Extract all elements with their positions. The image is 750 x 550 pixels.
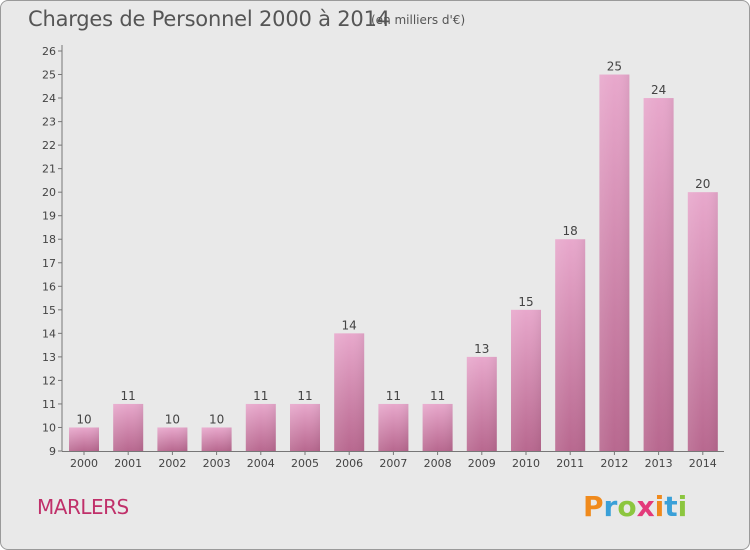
y-tick-label-13: 13 <box>42 351 56 364</box>
y-tick-label-23: 23 <box>42 116 56 129</box>
y-tick-label-25: 25 <box>42 69 56 82</box>
bar-sheen-2009 <box>466 356 497 451</box>
y-tick-label-22: 22 <box>42 139 56 152</box>
bar-value-2009: 13 <box>474 342 489 356</box>
y-tick-label-15: 15 <box>42 304 56 317</box>
bar-value-2014: 20 <box>695 177 710 191</box>
x-tick-label-2007: 2007 <box>379 457 407 470</box>
x-tick-label-2001: 2001 <box>114 457 142 470</box>
bar-sheen-2010 <box>511 309 541 451</box>
bar-sheen-2005 <box>290 403 320 451</box>
y-tick-label-17: 17 <box>42 257 56 270</box>
y-tick-label-12: 12 <box>42 374 56 387</box>
x-tick-label-2002: 2002 <box>158 457 186 470</box>
bar-value-2011: 18 <box>563 224 578 238</box>
x-tick-label-2010: 2010 <box>512 457 540 470</box>
x-tick-label-2009: 2009 <box>468 457 496 470</box>
y-tick-label-11: 11 <box>42 398 56 411</box>
bar-sheen-2004 <box>245 403 276 451</box>
bar-value-2006: 14 <box>342 318 357 332</box>
y-tick-label-16: 16 <box>42 280 56 293</box>
chart-title: Charges de Personnel 2000 à 2014 <box>28 7 390 31</box>
bar-value-2002: 10 <box>165 412 180 426</box>
bar-value-2007: 11 <box>386 389 401 403</box>
bar-sheen-2011 <box>555 239 586 451</box>
x-tick-label-2008: 2008 <box>424 457 452 470</box>
bar-value-2010: 15 <box>518 295 533 309</box>
y-tick-label-24: 24 <box>42 92 56 105</box>
commune-name: MARLERS <box>37 495 129 519</box>
x-tick-label-2011: 2011 <box>556 457 584 470</box>
x-tick-label-2003: 2003 <box>203 457 231 470</box>
x-tick-label-2000: 2000 <box>70 457 98 470</box>
bar-value-2004: 11 <box>253 389 268 403</box>
y-tick-label-26: 26 <box>42 45 56 58</box>
bar-sheen-2001 <box>113 403 144 451</box>
bar-value-2012: 25 <box>607 60 622 74</box>
y-tick-label-18: 18 <box>42 233 56 246</box>
bar-sheen-2013 <box>643 98 674 451</box>
y-tick-label-10: 10 <box>42 421 56 434</box>
bar-sheen-2007 <box>378 403 409 451</box>
x-tick-label-2005: 2005 <box>291 457 319 470</box>
bar-value-2008: 11 <box>430 389 445 403</box>
x-tick-label-2004: 2004 <box>247 457 275 470</box>
x-tick-label-2013: 2013 <box>645 457 673 470</box>
y-tick-label-14: 14 <box>42 327 56 340</box>
bar-sheen-2008 <box>422 403 453 451</box>
chart-subtitle: (en milliers d'€) <box>371 13 466 27</box>
y-tick-label-20: 20 <box>42 186 56 199</box>
chart-bars <box>69 74 718 452</box>
chart-labels: 10 2000 11 2001 10 2002 10 2003 11 2004 11 2005 14 20… <box>70 60 717 470</box>
bar-value-2005: 11 <box>297 389 312 403</box>
chart-axes: 9 10 11 12 13 14 15 16 17 18 19 20 21 22 23 24 25 26 <box>42 45 724 458</box>
x-tick-label-2014: 2014 <box>689 457 717 470</box>
bar-sheen-2000 <box>69 427 99 451</box>
y-tick-label-19: 19 <box>42 210 56 223</box>
bar-value-2001: 11 <box>121 389 136 403</box>
bar-sheen-2002 <box>157 427 188 451</box>
bar-value-2000: 10 <box>76 412 91 426</box>
bar-sheen-2003 <box>201 427 232 451</box>
y-tick-label-21: 21 <box>42 163 56 176</box>
bar-value-2003: 10 <box>209 412 224 426</box>
x-tick-label-2006: 2006 <box>335 457 363 470</box>
bar-sheen-2012 <box>599 74 630 451</box>
y-tick-label-9: 9 <box>49 445 56 458</box>
bar-value-2013: 24 <box>651 83 666 97</box>
bar-sheen-2014 <box>687 192 718 452</box>
bar-sheen-2006 <box>334 333 365 451</box>
proxiti-logo: Proxiti <box>583 490 688 523</box>
x-tick-label-2012: 2012 <box>600 457 628 470</box>
